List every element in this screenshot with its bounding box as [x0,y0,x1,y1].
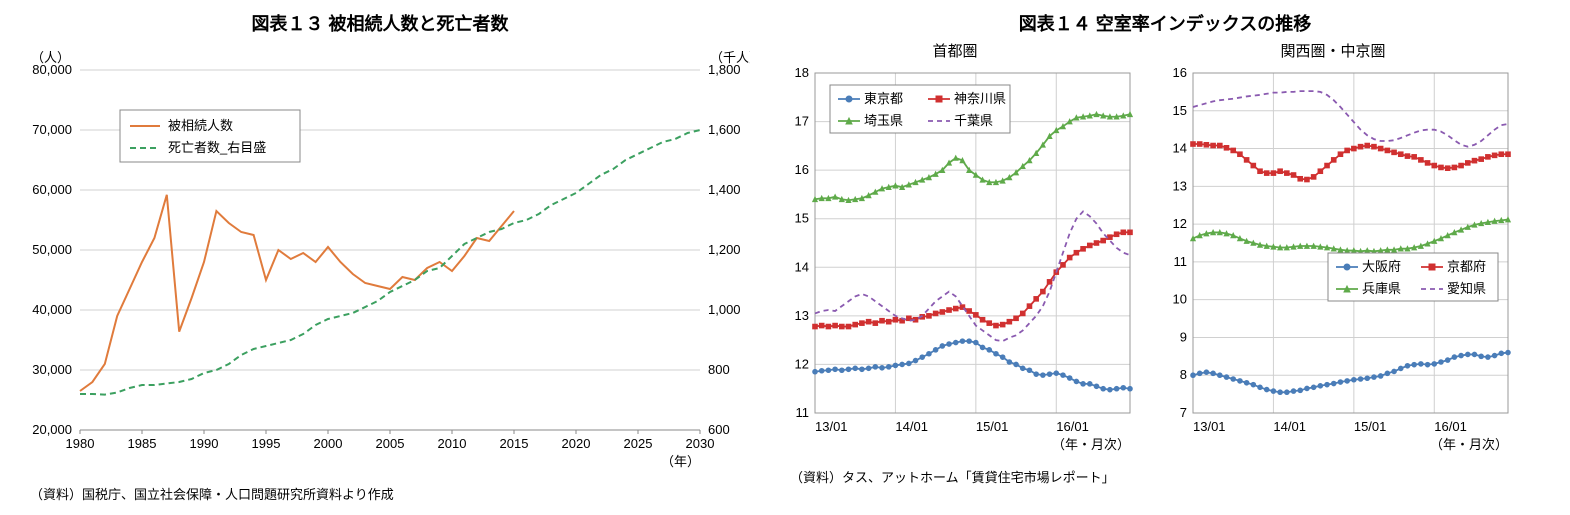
svg-text:11: 11 [1174,254,1188,269]
chart14-svg-0: 11 12 13 14 15 16 17 18 13/01 14/01 15/01 16/01 （年・月… [770,63,1140,463]
svg-text:2025: 2025 [624,436,653,451]
svg-text:60,000: 60,000 [32,182,72,197]
svg-text:2030: 2030 [686,436,715,451]
svg-text:1,600: 1,600 [708,122,741,137]
chart14-panels-row: 首都圏 11 12 13 14 15 16 17 18 13/01 14/01 15/01 16/01… [770,40,1560,463]
svg-text:（年）: （年） [661,454,700,469]
svg-text:15/01: 15/01 [1354,419,1387,434]
svg-text:13/01: 13/01 [815,419,848,434]
svg-text:14: 14 [1173,141,1187,156]
svg-text:1,000: 1,000 [708,302,741,317]
svg-text:（人）: （人） [31,50,70,65]
svg-text:1,200: 1,200 [708,242,741,257]
svg-text:埼玉県: 埼玉県 [864,113,903,128]
svg-text:800: 800 [708,362,730,377]
svg-text:13/01: 13/01 [1193,419,1226,434]
chart14-panel-1: 関西圏・中京圏 7 8 9 10 11 12 13 14 15 16 13/01 14/01 15/01… [1148,40,1518,463]
chart13-svg: 20,000 600 30,000 800 40,000 1,000 50,000 1,200… [10,40,750,480]
svg-text:30,000: 30,000 [32,362,72,377]
svg-text:13: 13 [795,308,809,323]
svg-text:16/01: 16/01 [1434,419,1467,434]
svg-text:9: 9 [1180,329,1187,344]
charts-container: 図表１３ 被相続人数と死亡者数 20,000 600 30,000 800 40,000… [10,10,1560,503]
svg-text:50,000: 50,000 [32,242,72,257]
svg-text:14/01: 14/01 [895,419,928,434]
svg-text:600: 600 [708,422,730,437]
svg-text:40,000: 40,000 [32,302,72,317]
chart14-subtitle-1: 関西圏・中京圏 [1148,40,1518,61]
chart14-panel-0: 首都圏 11 12 13 14 15 16 17 18 13/01 14/01 15/01 16/01… [770,40,1140,463]
svg-text:12: 12 [795,356,809,371]
svg-text:15: 15 [1173,103,1187,118]
svg-text:70,000: 70,000 [32,122,72,137]
svg-text:16: 16 [1173,65,1187,80]
chart14-subtitle-0: 首都圏 [770,40,1140,61]
chart13-title: 図表１３ 被相続人数と死亡者数 [10,10,750,36]
svg-text:20,000: 20,000 [32,422,72,437]
svg-text:被相続人数: 被相続人数 [168,118,233,133]
svg-text:2005: 2005 [376,436,405,451]
svg-text:7: 7 [1180,405,1187,420]
svg-text:死亡者数_右目盛: 死亡者数_右目盛 [168,140,266,155]
svg-text:2000: 2000 [314,436,343,451]
chart13-source: （資料）国税庁、国立社会保障・人口問題研究所資料より作成 [10,484,750,503]
svg-text:8: 8 [1180,367,1187,382]
chart14-source: （資料）タス、アットホーム「賃貸住宅市場レポート」 [770,467,1560,486]
svg-text:1990: 1990 [190,436,219,451]
svg-text:1980: 1980 [66,436,95,451]
svg-text:1985: 1985 [128,436,157,451]
svg-text:兵庫県: 兵庫県 [1362,281,1401,296]
svg-text:（千人）: （千人） [710,50,750,65]
svg-text:11: 11 [796,405,810,420]
svg-text:2015: 2015 [500,436,529,451]
svg-text:東京都: 東京都 [864,91,903,106]
svg-text:15/01: 15/01 [976,419,1009,434]
svg-text:10: 10 [1173,292,1187,307]
svg-text:神奈川県: 神奈川県 [954,91,1006,106]
svg-text:15: 15 [795,211,809,226]
svg-text:1995: 1995 [252,436,281,451]
chart13-panel: 図表１３ 被相続人数と死亡者数 20,000 600 30,000 800 40,000… [10,10,750,503]
svg-text:14/01: 14/01 [1273,419,1306,434]
svg-text:2020: 2020 [562,436,591,451]
svg-text:12: 12 [1173,216,1187,231]
svg-text:14: 14 [795,259,809,274]
svg-text:愛知県: 愛知県 [1447,281,1486,296]
svg-text:17: 17 [795,114,809,129]
chart14-panel: 図表１４ 空室率インデックスの推移 首都圏 11 12 13 14 15 16 17 18 13… [770,10,1560,503]
svg-text:大阪府: 大阪府 [1362,259,1401,274]
chart14-title: 図表１４ 空室率インデックスの推移 [770,10,1560,36]
svg-text:13: 13 [1173,178,1187,193]
svg-text:1,400: 1,400 [708,182,741,197]
svg-text:16: 16 [795,162,809,177]
chart14-svg-1: 7 8 9 10 11 12 13 14 15 16 13/01 14/01 15/01 16/01 （年・… [1148,63,1518,463]
svg-text:16/01: 16/01 [1056,419,1089,434]
svg-text:千葉県: 千葉県 [954,113,993,128]
svg-text:（年・月次）: （年・月次） [1052,437,1130,452]
svg-text:18: 18 [795,65,809,80]
svg-text:京都府: 京都府 [1447,259,1486,274]
svg-text:2010: 2010 [438,436,467,451]
svg-text:（年・月次）: （年・月次） [1430,437,1508,452]
